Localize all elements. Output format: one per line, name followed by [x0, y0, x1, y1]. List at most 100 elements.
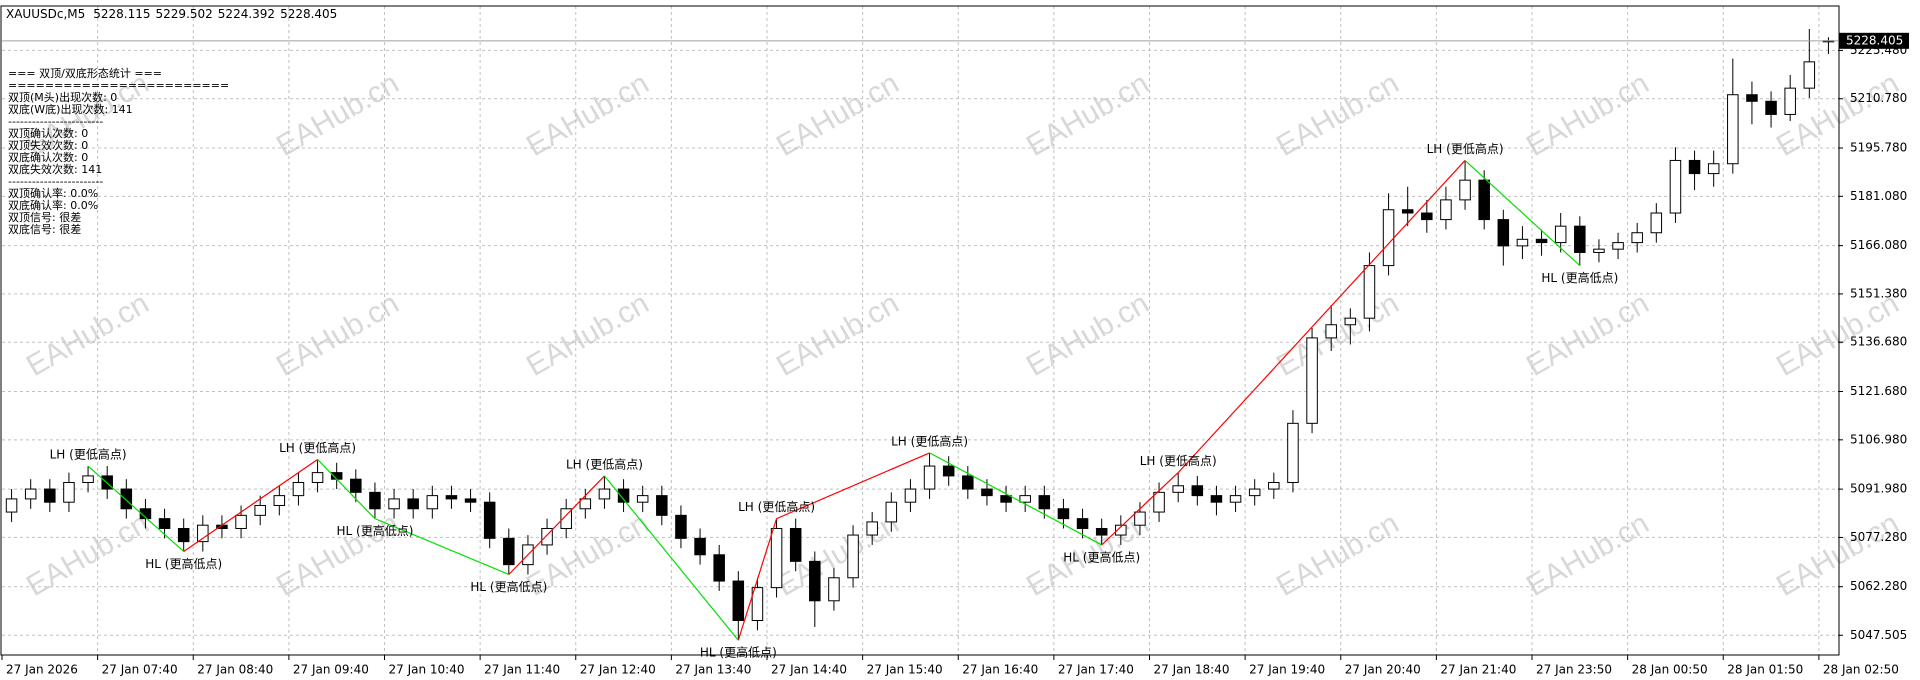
stats-line: 双顶确认次数: 0	[8, 126, 88, 140]
watermark: EAHub.cn	[771, 287, 904, 383]
zigzag-segment	[1101, 472, 1179, 546]
candle-body	[598, 488, 611, 500]
zigzag-segment	[737, 518, 778, 641]
x-tick-label: 27 Jan 15:40	[867, 663, 943, 677]
chart-header: XAUUSDc,M5 5228.115 5229.502 5224.392 5228.4…	[6, 7, 337, 21]
x-tick-label: 27 Jan 16:40	[962, 663, 1038, 677]
x-tick-label: 27 Jan 21:40	[1440, 663, 1516, 677]
zigzag-segment	[776, 452, 930, 520]
candle-body	[1631, 232, 1643, 244]
candle-body	[656, 495, 668, 516]
x-tick-label: 27 Jan 10:40	[389, 663, 465, 677]
watermark: EAHub.cn	[1521, 287, 1654, 383]
y-tick-label: 5181.080	[1850, 189, 1907, 203]
candle-body	[1268, 481, 1280, 490]
zigzag-segment	[183, 458, 318, 552]
plot-frame	[0, 5, 1840, 656]
candle-body	[751, 587, 764, 621]
x-tick-label: 28 Jan 00:50	[1632, 663, 1708, 677]
candle-body	[1306, 337, 1318, 424]
x-tick-label: 27 Jan 17:40	[1058, 663, 1134, 677]
candle-body	[828, 577, 840, 602]
symbol: XAUUSDc,M5	[6, 7, 85, 21]
candle-body	[1727, 94, 1739, 165]
candle-body	[407, 498, 419, 510]
header-open: 5228.115	[93, 7, 150, 21]
zigzag-segment	[929, 452, 1102, 546]
stats-panel: === 双顶/双底形态统计 ==========================…	[8, 66, 229, 236]
candle-body	[311, 472, 324, 483]
header-high: 5229.502	[156, 7, 213, 21]
candle-body	[1516, 238, 1529, 247]
candle-body	[1440, 199, 1452, 221]
watermark: EAHub.cn	[21, 507, 154, 603]
candle-body	[1248, 488, 1261, 497]
pivot-label: LH (更低高点)	[1427, 141, 1504, 156]
pivot-label: HL (更高低点)	[145, 556, 222, 571]
candle-body	[483, 501, 496, 539]
zigzag-segment	[87, 465, 185, 552]
stats-line: ========================	[8, 79, 229, 92]
zigzag-segment	[374, 518, 510, 576]
candle-body	[1057, 508, 1070, 520]
candle-body	[885, 501, 898, 523]
candle-body	[866, 521, 878, 536]
candle-body	[1210, 495, 1223, 503]
x-tick-label: 27 Jan 09:40	[293, 663, 369, 677]
pivot-label: LH (更低高点)	[50, 447, 127, 462]
pivot-label: LH (更低高点)	[279, 440, 356, 455]
candle-body	[675, 514, 687, 539]
pivot-label: LH (更低高点)	[891, 433, 968, 448]
candle-body	[636, 495, 649, 503]
y-tick-label: 5151.380	[1850, 286, 1907, 300]
x-tick-label: 27 Jan 11:40	[484, 663, 560, 677]
watermark: EAHub.cn	[1271, 507, 1404, 603]
candle-body	[1765, 100, 1777, 115]
candle-body	[1038, 495, 1051, 510]
candle-body	[1076, 518, 1089, 529]
header-close: 5228.405	[280, 7, 337, 21]
candle-body	[1229, 495, 1242, 503]
candle-body	[1650, 212, 1663, 234]
y-tick-label: 5077.280	[1850, 530, 1907, 544]
candle-body	[541, 527, 553, 546]
candle-body	[445, 495, 458, 500]
candle-body	[560, 508, 572, 529]
candle-body	[388, 498, 400, 510]
candle-body	[1784, 87, 1796, 115]
candle-body	[1153, 491, 1165, 513]
pivot-label: HL (更高低点)	[336, 523, 413, 538]
candle-body	[770, 527, 783, 589]
y-tick-label: 5062.280	[1850, 579, 1907, 593]
stats-line: 双顶信号: 很差	[8, 210, 81, 224]
stats-line: 双底失效次数: 141	[8, 162, 102, 176]
stats-line: 双底确认次数: 0	[8, 150, 88, 164]
stats-line: ------------------------	[8, 115, 103, 128]
candle-body	[1688, 159, 1701, 175]
candle-body	[1134, 511, 1146, 526]
candle-body	[177, 527, 190, 543]
stats-line: 双底信号: 很差	[8, 222, 81, 236]
candle-body	[1535, 238, 1548, 244]
stats-line: 双顶(M头)出现次数: 0	[8, 90, 117, 104]
candle-body	[1325, 324, 1337, 339]
pivot-label: LH (更低高点)	[566, 456, 643, 471]
candle-body	[235, 514, 247, 529]
pivot-label: HL (更高低点)	[1063, 549, 1140, 564]
stats-line: 双顶确认率: 0.0%	[8, 186, 98, 200]
candle-body	[44, 488, 56, 503]
stats-line: 双顶失效次数: 0	[8, 138, 88, 152]
pivot-label: LH (更低高点)	[738, 499, 815, 514]
x-tick-label: 27 Jan 13:40	[675, 663, 751, 677]
candle-body	[694, 537, 706, 556]
candle-body	[1421, 212, 1433, 221]
candle-body	[923, 465, 936, 490]
candle-body	[1803, 61, 1816, 89]
candle-body	[464, 498, 477, 503]
candle-body	[904, 488, 917, 503]
candle-body	[1172, 485, 1184, 493]
watermarks: EAHub.cn EAHub.cn EAHub.cn EAHub.cn EAHub.cn…	[21, 67, 1904, 603]
candle-body	[254, 504, 266, 516]
candle-body	[789, 527, 802, 562]
